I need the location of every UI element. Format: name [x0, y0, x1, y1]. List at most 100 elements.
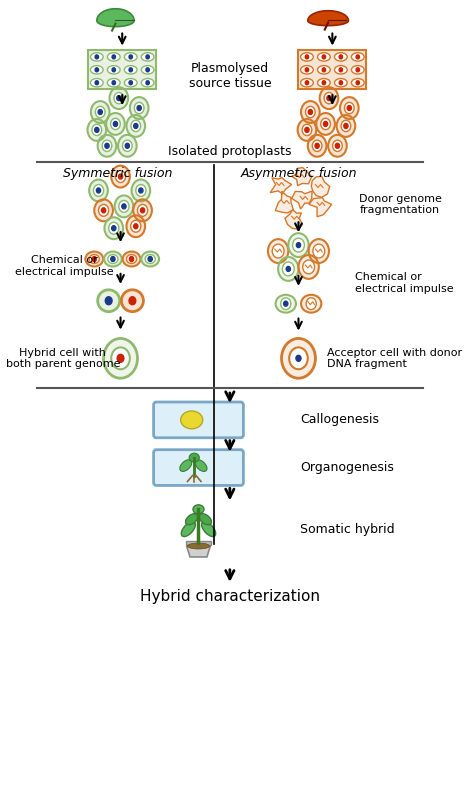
Circle shape — [129, 81, 132, 85]
Circle shape — [93, 184, 104, 196]
Ellipse shape — [318, 53, 330, 61]
Circle shape — [117, 355, 124, 362]
Text: Chemical or
electrical impulse: Chemical or electrical impulse — [15, 255, 114, 277]
Circle shape — [129, 297, 136, 305]
Circle shape — [146, 55, 149, 59]
Text: Asymmetric fusion: Asymmetric fusion — [240, 167, 357, 180]
Ellipse shape — [275, 295, 296, 313]
Circle shape — [319, 87, 338, 109]
Ellipse shape — [91, 65, 103, 74]
Circle shape — [344, 124, 348, 128]
Circle shape — [95, 81, 99, 85]
Circle shape — [339, 68, 343, 72]
Circle shape — [305, 55, 309, 59]
Circle shape — [305, 81, 309, 85]
Ellipse shape — [335, 65, 347, 74]
Ellipse shape — [108, 65, 120, 74]
Circle shape — [146, 81, 149, 85]
Text: Somatic hybrid: Somatic hybrid — [300, 523, 395, 536]
Circle shape — [95, 68, 99, 72]
Polygon shape — [187, 546, 210, 557]
Circle shape — [129, 68, 132, 72]
Ellipse shape — [301, 78, 313, 87]
Circle shape — [148, 256, 152, 262]
Circle shape — [292, 238, 304, 252]
Circle shape — [127, 115, 145, 137]
Ellipse shape — [108, 255, 118, 263]
Circle shape — [347, 106, 351, 111]
Ellipse shape — [124, 78, 137, 87]
Ellipse shape — [141, 53, 154, 61]
Text: Callogenesis: Callogenesis — [300, 414, 379, 427]
Ellipse shape — [351, 78, 364, 87]
Circle shape — [288, 234, 309, 257]
Ellipse shape — [189, 453, 200, 462]
Circle shape — [131, 120, 141, 132]
Circle shape — [111, 256, 115, 262]
Circle shape — [305, 128, 309, 133]
Circle shape — [268, 239, 288, 263]
Circle shape — [323, 121, 328, 126]
Text: Acceptor cell with donor
DNA fragment: Acceptor cell with donor DNA fragment — [327, 347, 463, 369]
Circle shape — [98, 110, 102, 115]
Circle shape — [131, 221, 141, 232]
Circle shape — [137, 106, 141, 111]
Circle shape — [283, 301, 288, 306]
Circle shape — [122, 204, 126, 208]
Ellipse shape — [335, 53, 347, 61]
Circle shape — [125, 143, 129, 149]
Circle shape — [104, 339, 137, 378]
Ellipse shape — [108, 78, 120, 87]
Ellipse shape — [301, 65, 313, 74]
Circle shape — [139, 188, 143, 193]
Polygon shape — [285, 210, 302, 229]
Circle shape — [134, 103, 144, 114]
Circle shape — [95, 107, 105, 118]
Circle shape — [313, 244, 325, 258]
Circle shape — [102, 140, 112, 151]
Circle shape — [289, 347, 308, 369]
Ellipse shape — [195, 460, 207, 471]
Circle shape — [104, 217, 123, 239]
Circle shape — [112, 225, 116, 231]
Circle shape — [129, 55, 132, 59]
Circle shape — [296, 356, 301, 361]
Circle shape — [321, 118, 330, 129]
Text: Donor genome
fragmentation: Donor genome fragmentation — [359, 194, 442, 215]
Circle shape — [341, 120, 351, 132]
Circle shape — [88, 119, 106, 141]
Ellipse shape — [127, 255, 137, 263]
Circle shape — [122, 140, 132, 151]
Circle shape — [309, 239, 329, 263]
Circle shape — [134, 124, 138, 128]
Circle shape — [356, 68, 359, 72]
Circle shape — [91, 101, 109, 123]
Ellipse shape — [335, 78, 347, 87]
Bar — [186, 541, 211, 545]
Ellipse shape — [301, 295, 321, 313]
Ellipse shape — [123, 251, 140, 267]
Ellipse shape — [91, 78, 103, 87]
Text: Symmetric fusion: Symmetric fusion — [64, 167, 173, 180]
Circle shape — [312, 140, 322, 151]
Ellipse shape — [181, 411, 203, 429]
Circle shape — [137, 204, 147, 217]
Polygon shape — [292, 167, 312, 186]
Circle shape — [308, 135, 327, 157]
Circle shape — [339, 81, 343, 85]
Circle shape — [132, 179, 150, 201]
Circle shape — [340, 97, 359, 119]
Ellipse shape — [98, 290, 120, 312]
Circle shape — [303, 260, 315, 274]
Circle shape — [322, 81, 326, 85]
Circle shape — [114, 92, 124, 103]
Circle shape — [298, 119, 316, 141]
Circle shape — [118, 135, 137, 157]
Circle shape — [130, 97, 148, 119]
Ellipse shape — [199, 514, 211, 524]
Circle shape — [356, 55, 359, 59]
Ellipse shape — [141, 251, 159, 267]
Circle shape — [345, 103, 354, 114]
Circle shape — [111, 166, 130, 187]
Ellipse shape — [301, 53, 313, 61]
